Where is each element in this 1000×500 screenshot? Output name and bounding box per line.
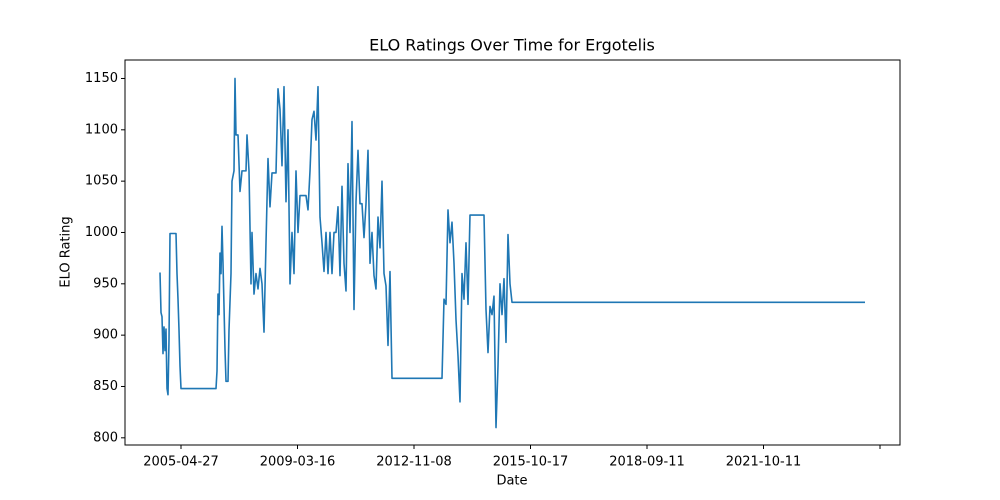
y-tick-label: 900: [93, 328, 118, 343]
x-tick-label: 2018-09-11: [609, 455, 685, 470]
line-series: [159, 77, 865, 429]
chart-title: ELO Ratings Over Time for Ergotelis: [369, 36, 655, 55]
x-tick-label: 2009-03-16: [260, 455, 336, 470]
x-tick-label: 2005-04-27: [143, 455, 219, 470]
x-tick-label: 2015-10-17: [493, 455, 569, 470]
y-tick-label: 1000: [85, 225, 118, 240]
y-axis-label: ELO Rating: [59, 216, 74, 287]
y-tick-label: 1150: [85, 71, 118, 86]
x-tick-label: 2021-10-11: [726, 455, 802, 470]
y-tick-label: 850: [93, 379, 118, 394]
axes-frame: [124, 59, 901, 446]
y-tick-label: 950: [93, 276, 118, 291]
y-tick-label: 1100: [85, 122, 118, 137]
y-tick-label: 800: [93, 430, 118, 445]
y-tick-label: 1050: [85, 174, 118, 189]
x-tick-label: 2012-11-08: [376, 455, 452, 470]
x-axis-label: Date: [496, 474, 527, 489]
